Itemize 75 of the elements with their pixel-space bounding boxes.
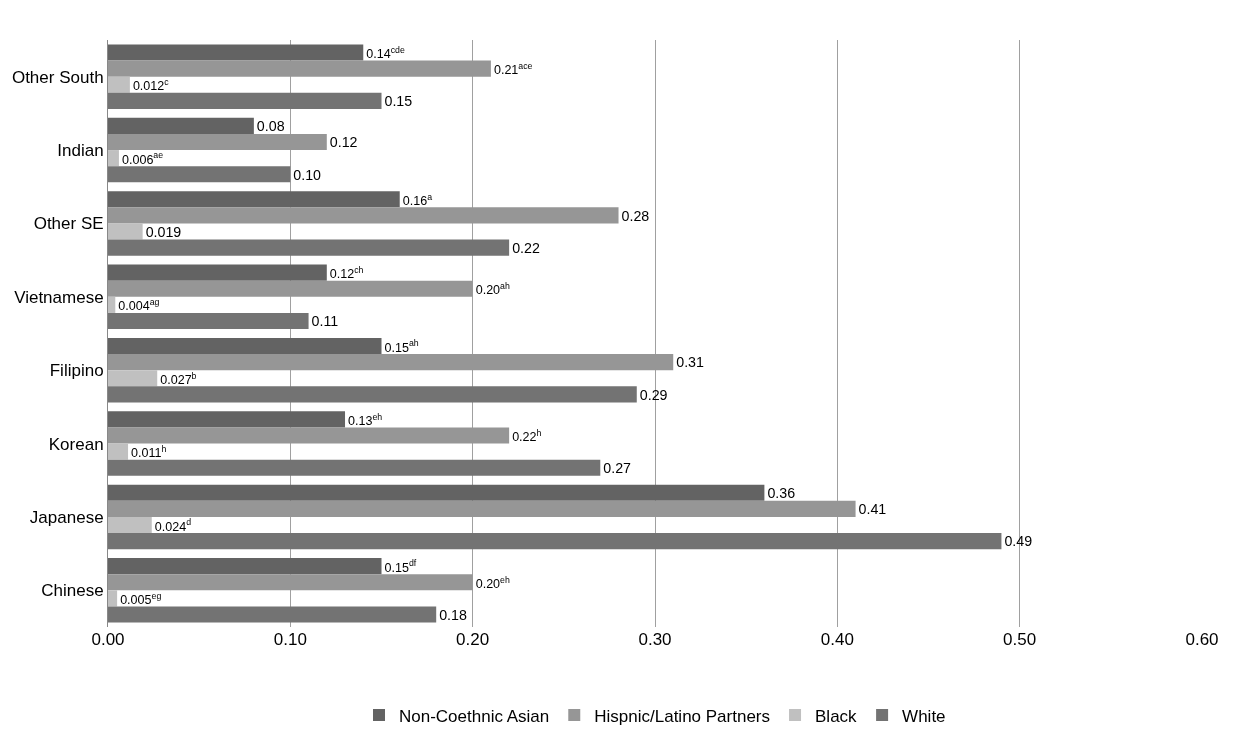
data-label: 0.27: [603, 460, 632, 476]
bar: [108, 223, 143, 240]
data-label: 0.22$^{h}$: [512, 427, 542, 445]
data-label: 0.11: [311, 313, 339, 330]
data-label: 0.019: [145, 223, 182, 240]
bar: [108, 150, 119, 167]
y-tick-label: Indian: [57, 141, 104, 161]
bar: [108, 76, 130, 93]
data-label: 0.08: [256, 118, 285, 135]
bar: [108, 296, 116, 313]
data-label: 0.41: [858, 501, 887, 518]
x-tick-label: 0.50: [1003, 630, 1037, 649]
x-tick-label: 0.40: [820, 630, 854, 649]
bar: [108, 590, 118, 607]
x-tick-label: 0.30: [638, 630, 672, 649]
data-label: 0.20$^{eh}$: [475, 574, 510, 591]
data-label: 0.22: [512, 239, 540, 256]
legend-label: Non-Coethnic Asian: [399, 706, 550, 726]
data-label: 0.004$^{ag}$: [118, 297, 160, 314]
bar: [108, 558, 382, 575]
data-label: 0.10: [293, 166, 322, 183]
bar: [108, 92, 382, 109]
bar: [108, 484, 765, 501]
bar: [108, 606, 437, 623]
y-tick-label: Vietnamese: [14, 287, 104, 307]
y-tick-label: Korean: [48, 434, 104, 454]
bar: [108, 166, 291, 183]
bar: [108, 312, 309, 330]
data-label: 0.011$^{h}$: [131, 443, 167, 461]
data-label: 0.15: [384, 93, 413, 110]
data-label: 0.15$^{ah}$: [384, 338, 419, 355]
data-label: 0.027$^{b}$: [160, 370, 197, 387]
data-label: 0.49: [1004, 533, 1033, 550]
y-tick-label: Chinese: [41, 581, 104, 601]
y-tick-label: Other South: [11, 67, 104, 87]
data-label: 0.18: [439, 606, 468, 623]
data-label: 0.12$^{ch}$: [329, 264, 364, 282]
data-label: 0.024$^{d}$: [154, 517, 192, 534]
data-label: 0.12: [329, 134, 358, 151]
data-label: 0.36: [767, 484, 796, 501]
bar: [108, 370, 158, 387]
legend-label: White: [902, 706, 946, 726]
data-label: 0.16$^{a}$: [402, 191, 433, 208]
legend-label: Hispnic/Latino Partners: [594, 706, 771, 726]
data-label: 0.29: [639, 386, 668, 403]
data-label: 0.28: [621, 207, 650, 224]
data-label: 0.005$^{eg}$: [120, 590, 162, 607]
data-label: 0.13$^{eh}$: [348, 411, 383, 428]
bar: [108, 386, 637, 403]
bar: [108, 239, 510, 256]
x-tick-label: 0.10: [273, 630, 307, 649]
bar: [108, 459, 601, 476]
bar: [108, 117, 254, 134]
data-label: 0.21$^{ace}$: [493, 60, 533, 78]
bar: [108, 533, 1002, 550]
bar: [108, 411, 346, 428]
data-label: 0.14$^{cde}$: [366, 44, 405, 62]
y-tick-label: Other SE: [33, 214, 104, 234]
legend-label: Black: [815, 706, 858, 726]
data-label: 0.006$^{ae}$: [121, 150, 164, 167]
bar: [108, 264, 327, 281]
bar: [108, 44, 364, 61]
bar: [108, 516, 152, 534]
bar: [108, 191, 400, 208]
y-tick-label: Japanese: [29, 507, 104, 527]
data-label: 0.20$^{ah}$: [475, 281, 510, 298]
y-tick-label: Filipino: [49, 361, 104, 381]
x-tick-label: 0.00: [91, 630, 125, 649]
x-tick-label: 0.60: [1185, 630, 1219, 649]
bar: [108, 443, 129, 460]
data-label: 0.012$^{c}$: [132, 77, 170, 94]
x-tick-label: 0.20: [456, 630, 490, 649]
data-label: 0.31: [676, 354, 705, 371]
data-label: 0.15$^{df}$: [384, 558, 417, 575]
bar: [108, 337, 382, 355]
